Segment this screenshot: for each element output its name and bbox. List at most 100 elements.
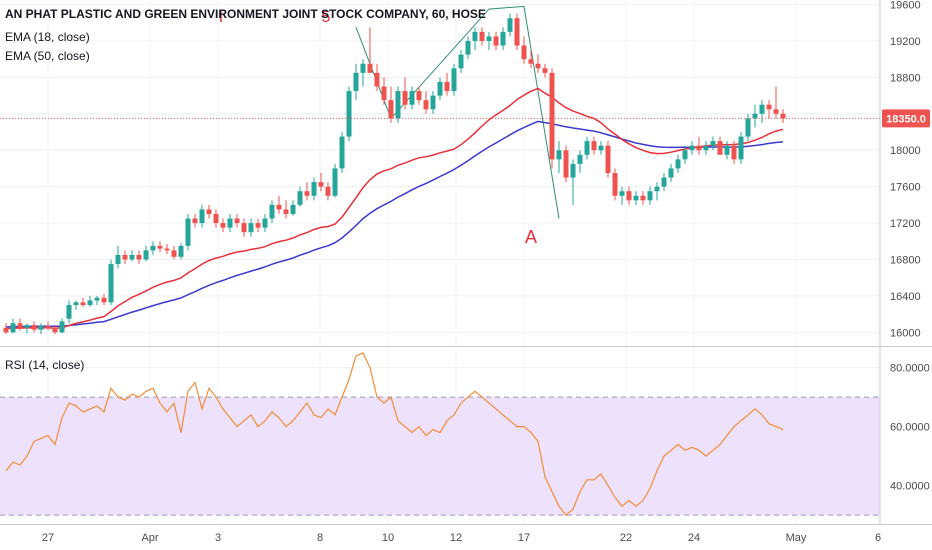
candle: [24, 323, 30, 334]
candle-body: [178, 245, 184, 257]
candle-body: [381, 86, 387, 101]
candle-body: [444, 81, 450, 92]
candle-body: [73, 302, 79, 306]
candle-body: [759, 104, 765, 114]
candle: [234, 213, 240, 228]
candle-body: [584, 141, 590, 155]
candle-body: [17, 323, 23, 328]
candle-body: [451, 68, 457, 92]
candle: [213, 209, 219, 228]
candle: [227, 213, 233, 233]
candle: [374, 63, 380, 92]
candle: [276, 195, 282, 214]
candle: [759, 100, 765, 123]
ema50-line: [5, 120, 784, 328]
candle: [157, 241, 163, 253]
candle: [745, 113, 751, 142]
candle-body: [752, 113, 758, 119]
chart-title: AN PHAT PLASTIC AND GREEN ENVIRONMENT JO…: [5, 7, 486, 21]
candle-body: [479, 31, 485, 41]
candle-body: [437, 81, 443, 96]
candle-body: [577, 154, 583, 164]
time-tick-label: 3: [215, 532, 221, 544]
candle: [731, 141, 737, 164]
candle: [682, 145, 688, 164]
time-tick-label: 12: [450, 532, 462, 544]
candle-body: [339, 136, 345, 169]
candle-body: [52, 327, 58, 333]
candle: [479, 27, 485, 46]
candle: [444, 72, 450, 96]
candle-body: [535, 63, 541, 69]
time-tick-label: 17: [518, 532, 530, 544]
wave-label: A: [525, 227, 537, 247]
candle-body: [423, 100, 429, 110]
rsi-legend[interactable]: RSI (14, close): [5, 358, 85, 372]
last-price-value: 18350.0: [886, 113, 926, 125]
candle: [668, 163, 674, 183]
rsi-tick-label: 80.0000: [890, 363, 930, 375]
candle-body: [164, 248, 170, 251]
candle: [115, 245, 121, 269]
candle: [584, 136, 590, 160]
time-axis[interactable]: 27 Apr 3 8 10 12 17 22 24 May 6: [42, 532, 881, 544]
ema18-legend[interactable]: EMA (18, close): [5, 30, 90, 44]
time-tick-label: 8: [317, 532, 323, 544]
candle: [556, 141, 562, 173]
candle-body: [199, 209, 205, 224]
candle-body: [500, 31, 506, 46]
rsi-axis[interactable]: 40.0000 60.0000 80.0000: [890, 363, 930, 493]
candle-body: [745, 118, 751, 137]
candle: [535, 54, 541, 73]
candle-body: [598, 145, 604, 151]
rsi-tick-label: 60.0000: [890, 422, 930, 434]
candle-body: [766, 104, 772, 110]
candle: [10, 318, 16, 334]
candle-body: [129, 254, 135, 260]
candle: [738, 132, 744, 164]
wave-label: 5: [322, 9, 331, 26]
time-tick-label: Apr: [141, 532, 158, 544]
candle: [416, 86, 422, 105]
candle-body: [241, 223, 247, 233]
candle: [661, 173, 667, 192]
candle: [486, 31, 492, 51]
price-tick-label: 18800: [890, 72, 921, 84]
candle-body: [31, 325, 37, 330]
candle: [577, 150, 583, 173]
candle-body: [402, 91, 408, 105]
time-tick-label: 10: [382, 532, 394, 544]
candle: [80, 297, 86, 307]
candle-body: [45, 325, 51, 328]
candle-body: [24, 325, 30, 328]
candle: [192, 213, 198, 228]
candle: [717, 136, 723, 155]
candle: [346, 86, 352, 142]
candle-body: [773, 109, 779, 114]
candle-body: [171, 250, 177, 257]
candle: [626, 186, 632, 205]
candle: [528, 50, 534, 69]
candle-body: [542, 68, 548, 73]
candle: [101, 294, 107, 306]
candle: [500, 27, 506, 51]
wave-annotations: I 5 A: [219, 9, 537, 247]
candle: [689, 141, 695, 155]
candle: [605, 141, 611, 178]
candle: [521, 36, 527, 64]
candle: [514, 13, 520, 51]
candle-body: [220, 223, 226, 228]
candle-body: [619, 191, 625, 196]
candle: [171, 245, 177, 260]
price-axis[interactable]: 1600016400168001720017600180001840018800…: [890, 0, 921, 339]
candle-body: [374, 72, 380, 87]
candle: [283, 200, 289, 219]
candle: [248, 218, 254, 237]
ema50-legend[interactable]: EMA (50, close): [5, 49, 90, 63]
candle-body: [710, 141, 716, 146]
elliott-wave-lines: [355, 5, 560, 219]
candle-body: [591, 141, 597, 151]
candle-body: [87, 300, 93, 306]
candle: [633, 191, 639, 205]
